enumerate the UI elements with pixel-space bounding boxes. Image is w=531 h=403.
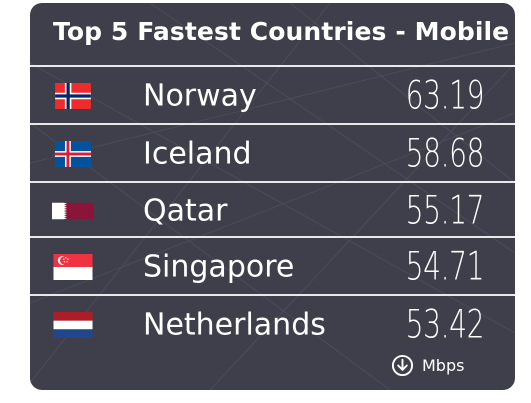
unit-legend: Mbps [391,352,464,378]
qatar-flag-icon [52,202,94,220]
ranking-row-singapore: Singapore 54.71 [30,239,515,295]
download-arrow-icon [391,354,414,377]
unit-label: Mbps [422,356,464,375]
ranking-row-iceland: Iceland 58.68 [30,126,515,182]
speed-value: 55.17 [405,189,484,234]
ranking-row-norway: Norway 63.19 [30,68,515,124]
divider [30,65,515,67]
country-name: Singapore [143,250,294,285]
singapore-flag-icon [52,254,94,280]
ranking-row-qatar: Qatar 55.17 [30,183,515,239]
norway-flag-icon [52,83,94,109]
country-name: Qatar [143,194,227,229]
speed-value: 53.42 [405,303,484,348]
country-name: Netherlands [143,308,326,343]
ranking-card: Top 5 Fastest Countries - Mobile Norway … [30,3,515,390]
country-name: Norway [143,79,257,114]
speed-value: 54.71 [405,245,484,290]
speed-value: 58.68 [405,132,484,177]
ranking-row-netherlands: Netherlands 53.42 [30,297,515,353]
iceland-flag-icon [52,141,94,167]
country-name: Iceland [143,137,252,172]
netherlands-flag-icon [52,312,94,338]
speed-value: 63.19 [405,74,484,119]
card-title: Top 5 Fastest Countries - Mobile [53,17,509,46]
